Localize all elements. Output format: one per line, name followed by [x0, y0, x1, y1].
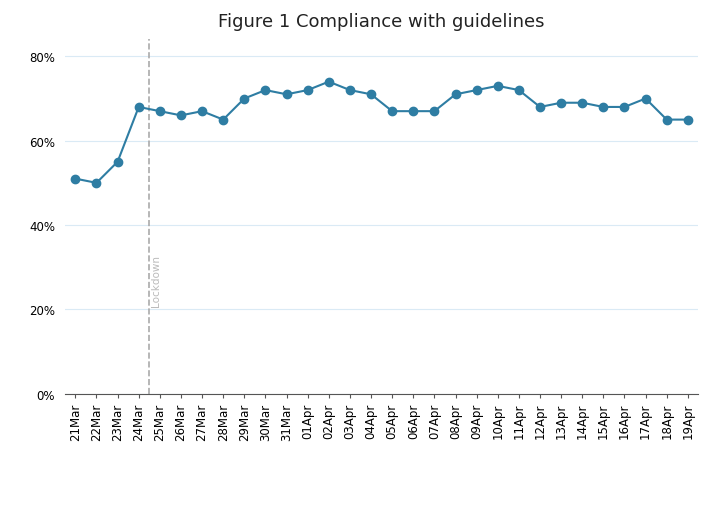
Title: Figure 1 Compliance with guidelines: Figure 1 Compliance with guidelines — [218, 13, 545, 30]
Text: Lockdown: Lockdown — [151, 255, 161, 306]
